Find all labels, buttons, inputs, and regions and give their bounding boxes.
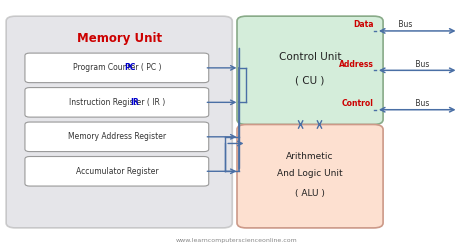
Text: PC: PC — [125, 63, 136, 72]
FancyBboxPatch shape — [6, 16, 232, 228]
FancyBboxPatch shape — [25, 88, 209, 117]
FancyBboxPatch shape — [25, 53, 209, 83]
Text: Bus: Bus — [413, 60, 429, 69]
Text: www.learncomputerscienceonline.com: www.learncomputerscienceonline.com — [176, 238, 298, 243]
Text: Accumulator Register: Accumulator Register — [75, 167, 158, 176]
FancyBboxPatch shape — [237, 124, 383, 228]
Text: Bus: Bus — [396, 20, 413, 29]
Text: ( ALU ): ( ALU ) — [295, 189, 325, 198]
Text: IR: IR — [130, 98, 138, 107]
Text: Instruction Register ( IR ): Instruction Register ( IR ) — [69, 98, 165, 107]
FancyBboxPatch shape — [25, 122, 209, 152]
FancyBboxPatch shape — [237, 16, 383, 124]
FancyBboxPatch shape — [25, 157, 209, 186]
Text: Address: Address — [339, 60, 374, 69]
Text: Control: Control — [342, 99, 374, 108]
Text: Data: Data — [353, 20, 374, 29]
Text: Memory Address Register: Memory Address Register — [68, 132, 166, 141]
Text: Control Unit: Control Unit — [279, 52, 341, 62]
Text: ( CU ): ( CU ) — [295, 75, 325, 85]
Text: Bus: Bus — [413, 99, 429, 108]
Text: Memory Unit: Memory Unit — [77, 32, 162, 45]
Text: And Logic Unit: And Logic Unit — [277, 169, 343, 178]
Text: Program Counter ( PC ): Program Counter ( PC ) — [73, 63, 161, 72]
Text: Arithmetic: Arithmetic — [286, 152, 334, 161]
